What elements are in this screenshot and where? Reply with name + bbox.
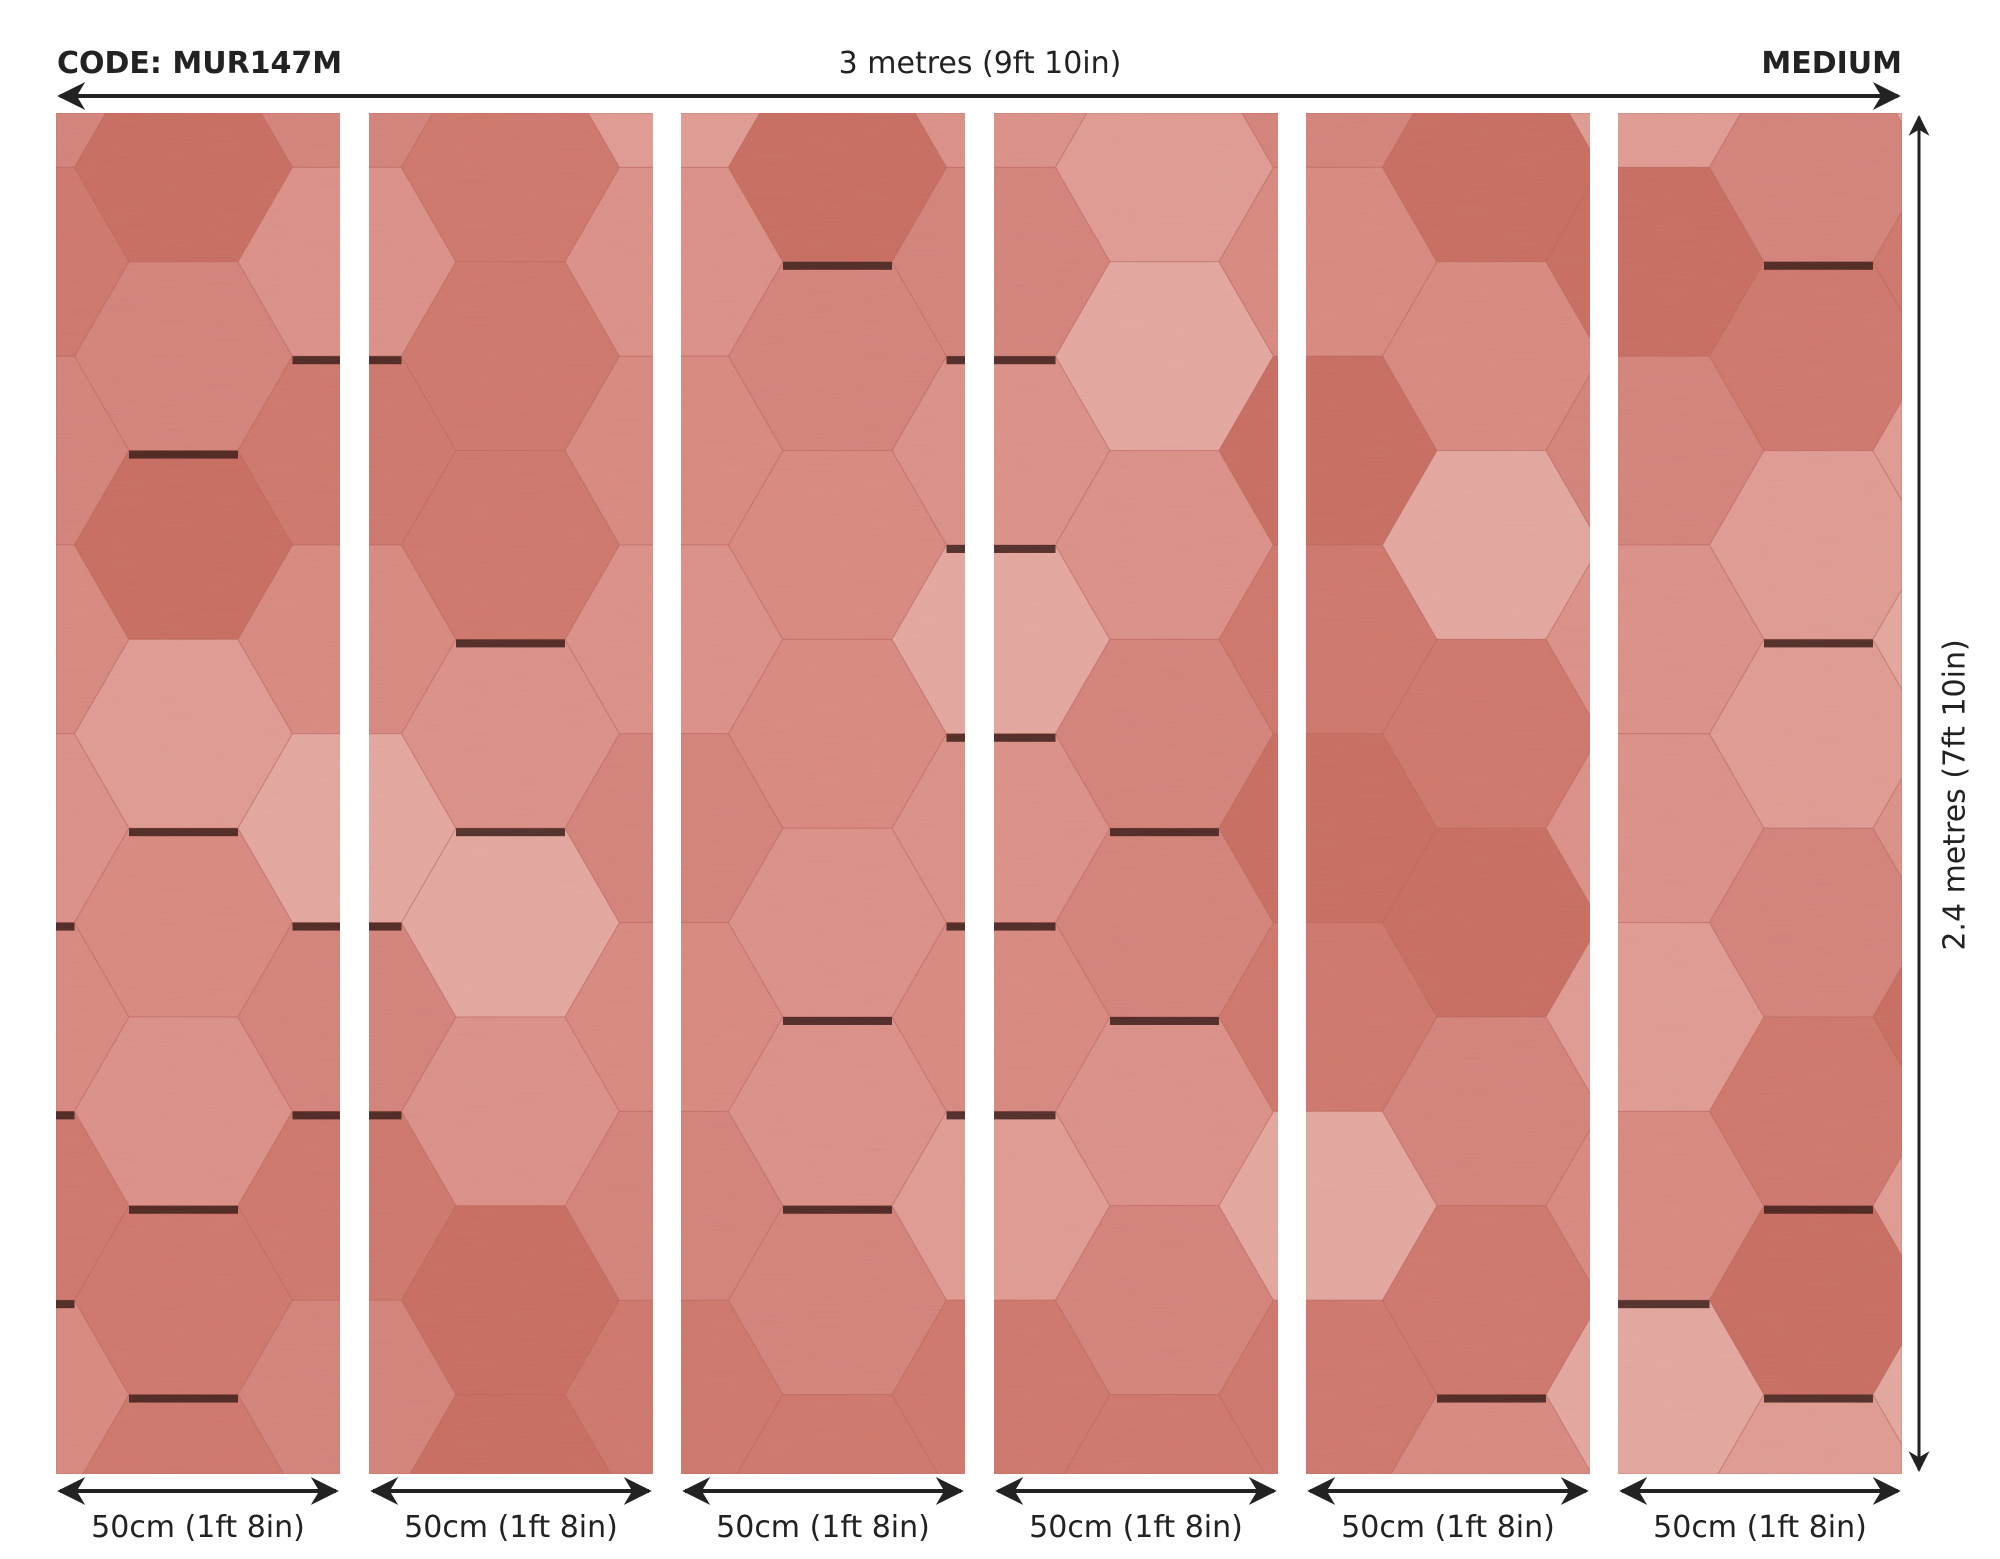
panel-width-label: 50cm (1ft 8in) [1653,1510,1867,1545]
hexagon-pattern [56,113,1902,1474]
size-label: MEDIUM [1761,46,1902,81]
panel-width-label: 50cm (1ft 8in) [404,1510,618,1545]
total-width-label: 3 metres (9ft 10in) [838,46,1122,81]
panel-width-label: 50cm (1ft 8in) [716,1510,930,1545]
total-height-label: 2.4 metres (7ft 10in) [1937,639,1973,951]
panel-width-label: 50cm (1ft 8in) [91,1510,305,1545]
panel-width-label: 50cm (1ft 8in) [1029,1510,1243,1545]
product-code: CODE: MUR147M [57,46,343,81]
panel-width-label: 50cm (1ft 8in) [1341,1510,1555,1545]
